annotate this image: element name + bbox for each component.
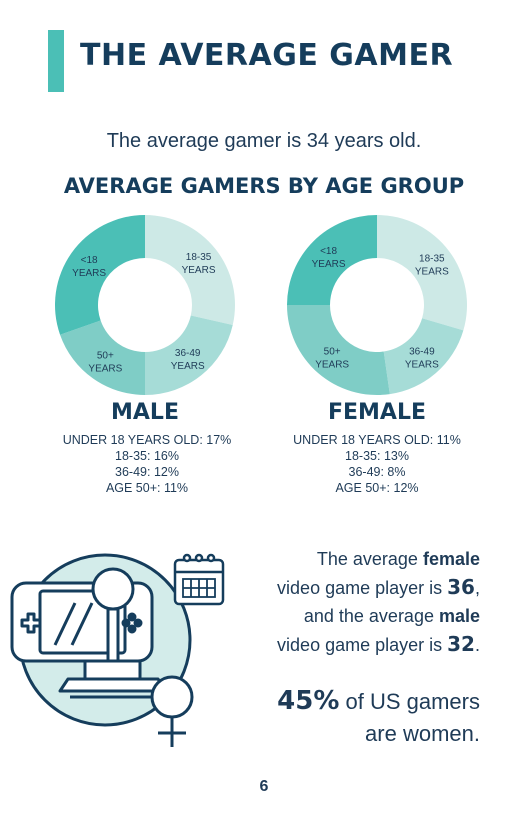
male-slice-1	[145, 215, 235, 326]
male-stat-18-35: 18-35: 16%	[115, 449, 179, 463]
female-stat-under-18: UNDER 18 YEARS OLD: 11%	[293, 433, 461, 447]
male-slice-3	[60, 320, 145, 395]
fact-text: .	[474, 635, 480, 655]
women-text-line1: of US gamers	[345, 689, 481, 714]
female-stat-36-49: 36-49: 8%	[348, 465, 406, 479]
male-stat-under-18: UNDER 18 YEARS OLD: 17%	[62, 433, 232, 447]
female-average-age: 36	[447, 575, 475, 599]
fact-text: and the average	[303, 606, 439, 626]
female-slice-4	[287, 215, 377, 305]
calendar-icon	[173, 553, 225, 606]
women-text-line2: are women.	[365, 721, 480, 746]
female-slice-1	[377, 215, 467, 331]
fact-text: video game player is	[277, 635, 448, 655]
female-stat-18-35: 18-35: 13%	[345, 449, 409, 463]
female-slice-label-4: <18 YEARS	[312, 246, 346, 270]
women-percent: 45%	[277, 686, 340, 716]
female-slice-label-3: 50+ YEARS	[315, 346, 349, 370]
male-donut-chart: 18-35 YEARS 36-49 YEARS 50+ YEARS <18 YEARS	[54, 215, 235, 400]
female-slice-label-2: 36-49 YEARS	[405, 346, 439, 370]
male-stats: UNDER 18 YEARS OLD: 17% 18-35: 16% 36-49…	[42, 432, 252, 496]
male-slice-label-2: 36-49 YEARS	[171, 348, 205, 372]
gaming-illustration	[0, 525, 240, 760]
title-accent-bar	[48, 30, 64, 92]
page-number: 6	[259, 778, 269, 795]
female-symbol-icon	[150, 675, 194, 747]
fact-text: The average	[316, 549, 423, 569]
male-stat-50-plus: AGE 50+: 11%	[105, 481, 189, 495]
fact-text: ,	[474, 578, 480, 598]
average-age-statement: The average gamer is 34 years old.	[106, 130, 422, 152]
male-stat-36-49: 36-49: 12%	[115, 465, 179, 479]
male-slice-4	[54, 215, 145, 335]
female-stats: UNDER 18 YEARS OLD: 11% 18-35: 13% 36-49…	[272, 432, 482, 496]
women-gamer-share: 45% of US gamers are women.	[250, 685, 480, 750]
male-slice-2	[145, 315, 233, 395]
female-donut-chart: 18-35 YEARS 36-49 YEARS 50+ YEARS <18 YEARS	[287, 215, 467, 400]
female-slice-2	[383, 318, 464, 395]
female-slice-label-1: 18-35 YEARS	[415, 253, 449, 277]
male-slice-label-3: 50+ YEARS	[88, 350, 122, 374]
female-stat-50-plus: AGE 50+: 12%	[335, 481, 419, 495]
male-slice-label-1: 18-35 YEARS	[182, 252, 216, 276]
fact-text: video game player is	[277, 578, 448, 598]
female-word: female	[422, 549, 480, 569]
joystick-icon	[58, 567, 168, 699]
section-heading: AVERAGE GAMERS BY AGE GROUP	[63, 174, 465, 198]
male-chart-title: MALE	[111, 400, 179, 425]
female-slice-3	[287, 305, 390, 395]
male-average-age: 32	[447, 632, 475, 656]
page-title: THE AVERAGE GAMER	[80, 38, 454, 73]
average-age-by-gender: The average female video game player is …	[250, 545, 480, 659]
male-slice-label-4: <18 YEARS	[72, 255, 106, 279]
female-chart-title: FEMALE	[327, 400, 427, 425]
male-word: male	[438, 606, 480, 626]
